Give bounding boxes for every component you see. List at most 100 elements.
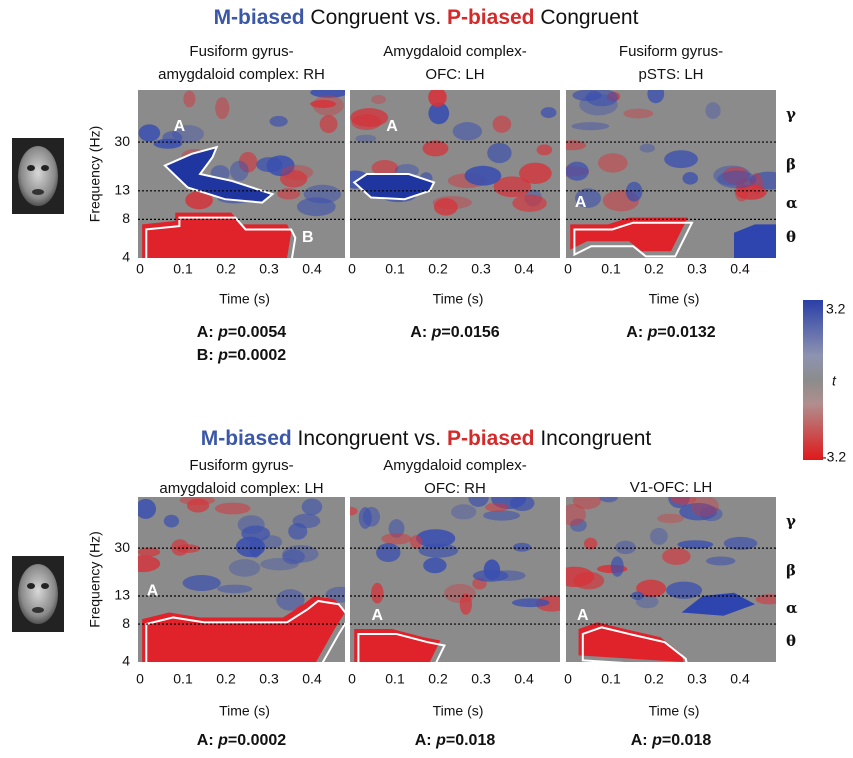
noise-blob [657, 513, 684, 524]
x-tick-label: 0 [348, 261, 356, 277]
x-tick-label: 0.4 [302, 261, 322, 277]
p-region: A: [410, 324, 431, 341]
x-tick-label: 0.2 [428, 261, 448, 277]
x-tick-label: 0.3 [471, 671, 491, 687]
panel-title: pSTS: LH [638, 66, 703, 83]
y-tick-label: 13 [114, 587, 130, 603]
noise-blob [229, 160, 249, 182]
noise-blob [566, 140, 587, 151]
row-title-part: P-biased [447, 427, 535, 450]
x-tick-label: 0.4 [730, 261, 750, 277]
x-tick-label: 0.3 [259, 261, 279, 277]
p-value: B: p=0.0002 [197, 347, 286, 364]
noise-blob [566, 566, 595, 588]
noise-blob [381, 533, 412, 545]
p-var: p [431, 324, 442, 341]
y-tick-label: 30 [114, 133, 130, 149]
noise-blob [362, 506, 381, 527]
y-tick-label: 4 [122, 249, 130, 265]
region-label: A [575, 194, 587, 211]
noise-blob [281, 164, 314, 180]
noise-blob [571, 122, 610, 131]
x-tick-label: 0 [136, 671, 144, 687]
x-tick-label: 0.1 [601, 671, 621, 687]
p-num: =0.0156 [441, 324, 499, 341]
x-tick-label: 0.2 [216, 261, 236, 277]
band-label: θ [786, 228, 796, 246]
noise-blob [450, 504, 477, 520]
x-axis-label: Time (s) [219, 291, 270, 307]
region-label: A [372, 607, 384, 624]
band-label: γ [786, 105, 796, 123]
noise-blob [388, 519, 405, 538]
x-tick-label: 0.2 [644, 671, 664, 687]
x-tick-label: 0 [136, 261, 144, 277]
noise-blob [585, 90, 619, 107]
noise-blob [217, 584, 253, 594]
noise-blob [185, 191, 213, 210]
noise-blob [416, 529, 456, 548]
cluster-outline [581, 626, 688, 662]
p-var: p [435, 732, 446, 749]
noise-blob [574, 188, 601, 208]
p-var: p [647, 324, 658, 341]
band-label: γ [786, 512, 796, 530]
noise-blob [418, 543, 459, 558]
noise-blob [319, 114, 338, 134]
noise-blob [260, 558, 299, 571]
p-region: A: [631, 732, 652, 749]
noise-blob [182, 574, 221, 591]
noise-blob [350, 506, 358, 516]
noise-blob [138, 555, 161, 573]
noise-blob [238, 151, 258, 173]
y-tick-label: 13 [114, 182, 130, 198]
noise-blob [138, 498, 157, 519]
noise-blob [256, 157, 283, 173]
p-value: A: p=0.0156 [410, 324, 499, 341]
noise-blob [699, 506, 723, 522]
heatmap [138, 497, 345, 662]
p-var: p [217, 732, 228, 749]
x-tick-label: 0 [564, 671, 572, 687]
noise-blob [163, 514, 180, 528]
noise-blob [625, 181, 643, 202]
row-title-part: Incongruent [535, 427, 652, 450]
panel-title: Fusiform gyrus- [189, 457, 293, 474]
noise-blob [310, 99, 336, 108]
noise-blob [650, 527, 668, 545]
noise-blob [312, 95, 344, 116]
x-tick-label: 0.1 [173, 671, 193, 687]
heatmap [566, 497, 776, 662]
noise-blob [371, 94, 387, 105]
cluster [681, 592, 755, 616]
noise-blob [214, 502, 251, 515]
panel-title: V1-OFC: LH [630, 479, 713, 496]
panel-title: OFC: LH [425, 66, 484, 83]
noise-blob [512, 194, 547, 212]
noise-blob [179, 497, 216, 506]
noise-blob [432, 196, 472, 210]
region-label: A [147, 582, 159, 599]
noise-blob [755, 594, 776, 605]
noise-blob [186, 498, 210, 513]
x-axis-label: Time (s) [433, 291, 484, 307]
panel-title: amygdaloid complex: RH [158, 66, 325, 83]
noise-blob [269, 115, 288, 127]
noise-blob [371, 159, 399, 176]
panel-title: Amygdaloid complex- [383, 43, 526, 60]
y-tick-label: 8 [122, 615, 130, 631]
x-tick-label: 0.1 [385, 261, 405, 277]
x-tick-label: 0.3 [687, 671, 707, 687]
x-tick-label: 0.4 [302, 671, 322, 687]
noise-blob [536, 144, 553, 156]
x-tick-label: 0.3 [259, 671, 279, 687]
noise-blob [228, 559, 261, 577]
noise-blob [350, 108, 389, 127]
noise-blob [572, 497, 602, 510]
band-label: β [786, 561, 796, 579]
p-value: A: p=0.0054 [197, 324, 286, 341]
x-tick-label: 0.3 [471, 261, 491, 277]
p-region: B: [197, 347, 218, 364]
noise-blob [492, 115, 512, 133]
